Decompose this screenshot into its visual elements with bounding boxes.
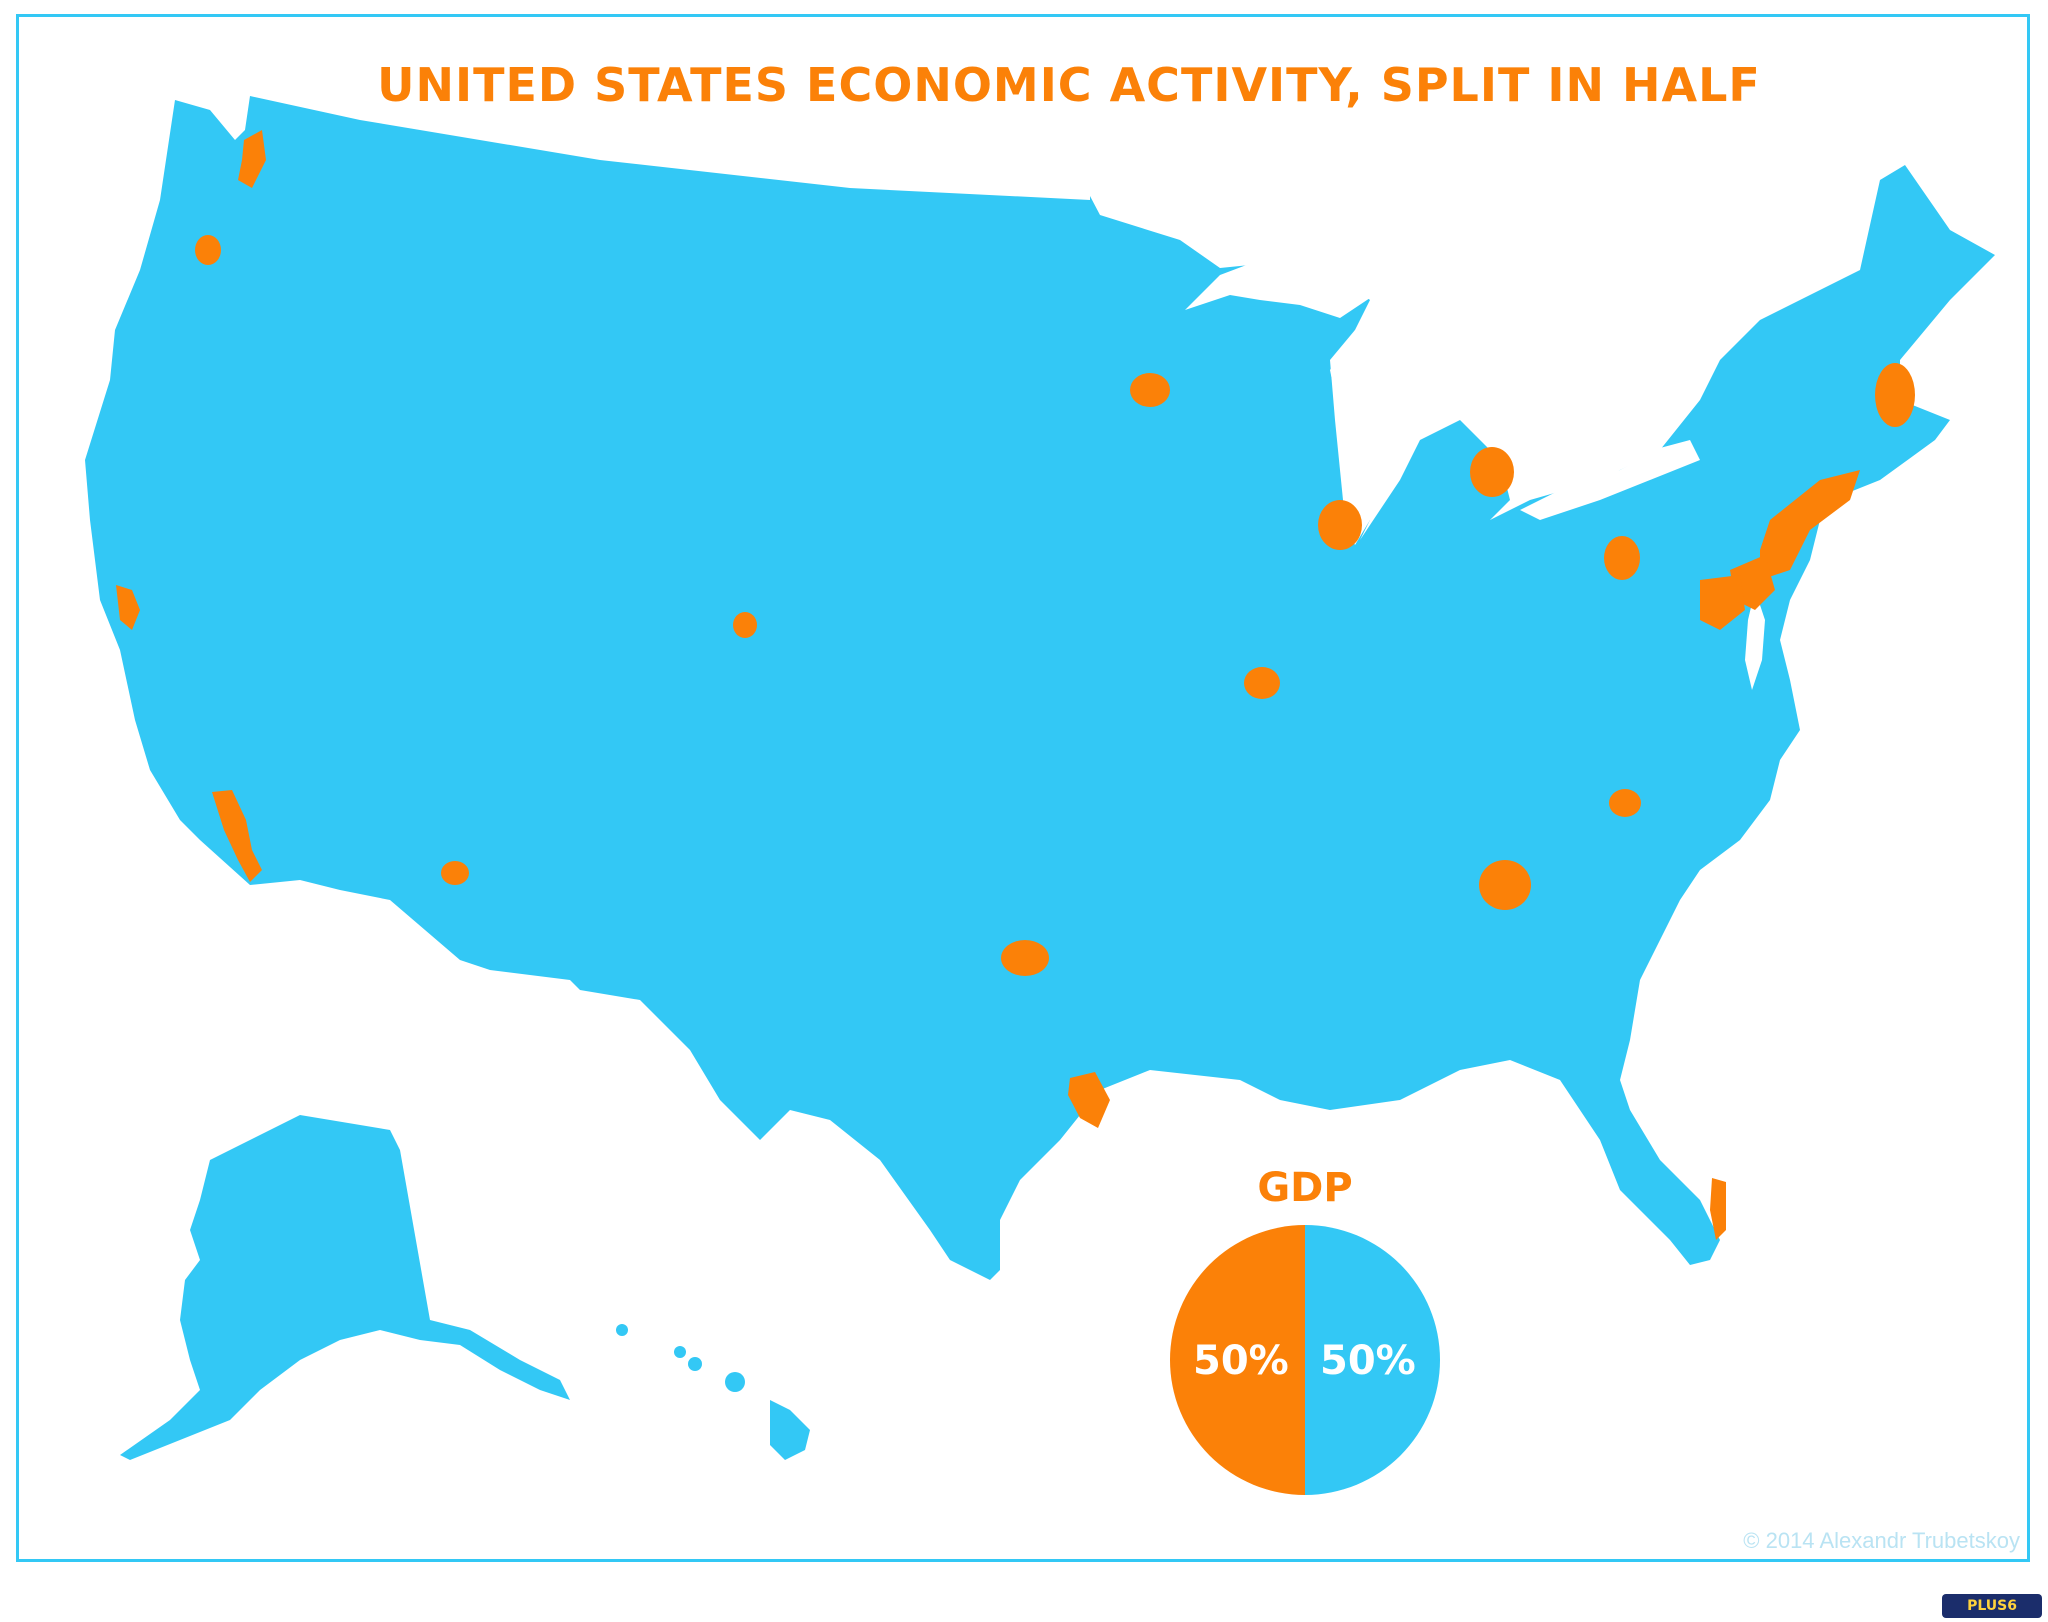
metro-seattle — [238, 130, 266, 188]
metro-st-louis — [1244, 667, 1280, 699]
metro-dc-baltimore — [1700, 575, 1745, 630]
pie-slice-right — [1305, 1225, 1440, 1495]
metro-houston — [1068, 1072, 1110, 1128]
metro-minneapolis — [1130, 373, 1170, 407]
pie-title: GDP — [1257, 1165, 1353, 1211]
metro-phoenix — [441, 861, 469, 885]
metro-areas — [116, 130, 1915, 1240]
pie-label-left: 50% — [1193, 1338, 1289, 1384]
hawaii-shape — [770, 1400, 810, 1460]
hawaii-island-2 — [725, 1372, 745, 1392]
map-title: UNITED STATES ECONOMIC ACTIVITY, SPLIT I… — [377, 58, 1761, 112]
metro-chicago — [1318, 500, 1362, 550]
gdp-pie-chart — [1170, 1225, 1440, 1495]
lake-michigan — [1330, 330, 1400, 545]
watermark-logo: PLUS6 — [1942, 1594, 2042, 1618]
copyright-credit: © 2014 Alexandr Trubetskoy — [1743, 1528, 2020, 1553]
alaska-shape — [120, 1115, 570, 1460]
metro-boston — [1875, 363, 1915, 427]
hawaii-island-3 — [688, 1357, 702, 1371]
lake-erie — [1520, 440, 1700, 520]
metro-pittsburgh — [1604, 536, 1640, 580]
metro-atlanta — [1479, 860, 1531, 910]
metro-denver — [733, 612, 757, 638]
pie-label-right: 50% — [1320, 1338, 1416, 1384]
pie-slice-left — [1170, 1225, 1305, 1495]
metro-portland — [195, 235, 221, 265]
metro-miami — [1710, 1178, 1726, 1240]
chesapeake-bay — [1745, 590, 1765, 690]
metro-san-francisco — [116, 585, 140, 630]
lake-superior — [1185, 258, 1370, 318]
metro-dallas — [1001, 940, 1049, 976]
hawaii-island-5 — [616, 1324, 628, 1336]
metro-charlotte — [1609, 789, 1641, 817]
metro-new-york-corridor — [1760, 470, 1860, 580]
contiguous-us-shape — [85, 96, 1995, 1280]
map-frame — [16, 14, 2030, 1562]
hawaii-island-4 — [674, 1346, 686, 1358]
metro-los-angeles — [212, 790, 262, 882]
metro-detroit — [1470, 447, 1514, 497]
